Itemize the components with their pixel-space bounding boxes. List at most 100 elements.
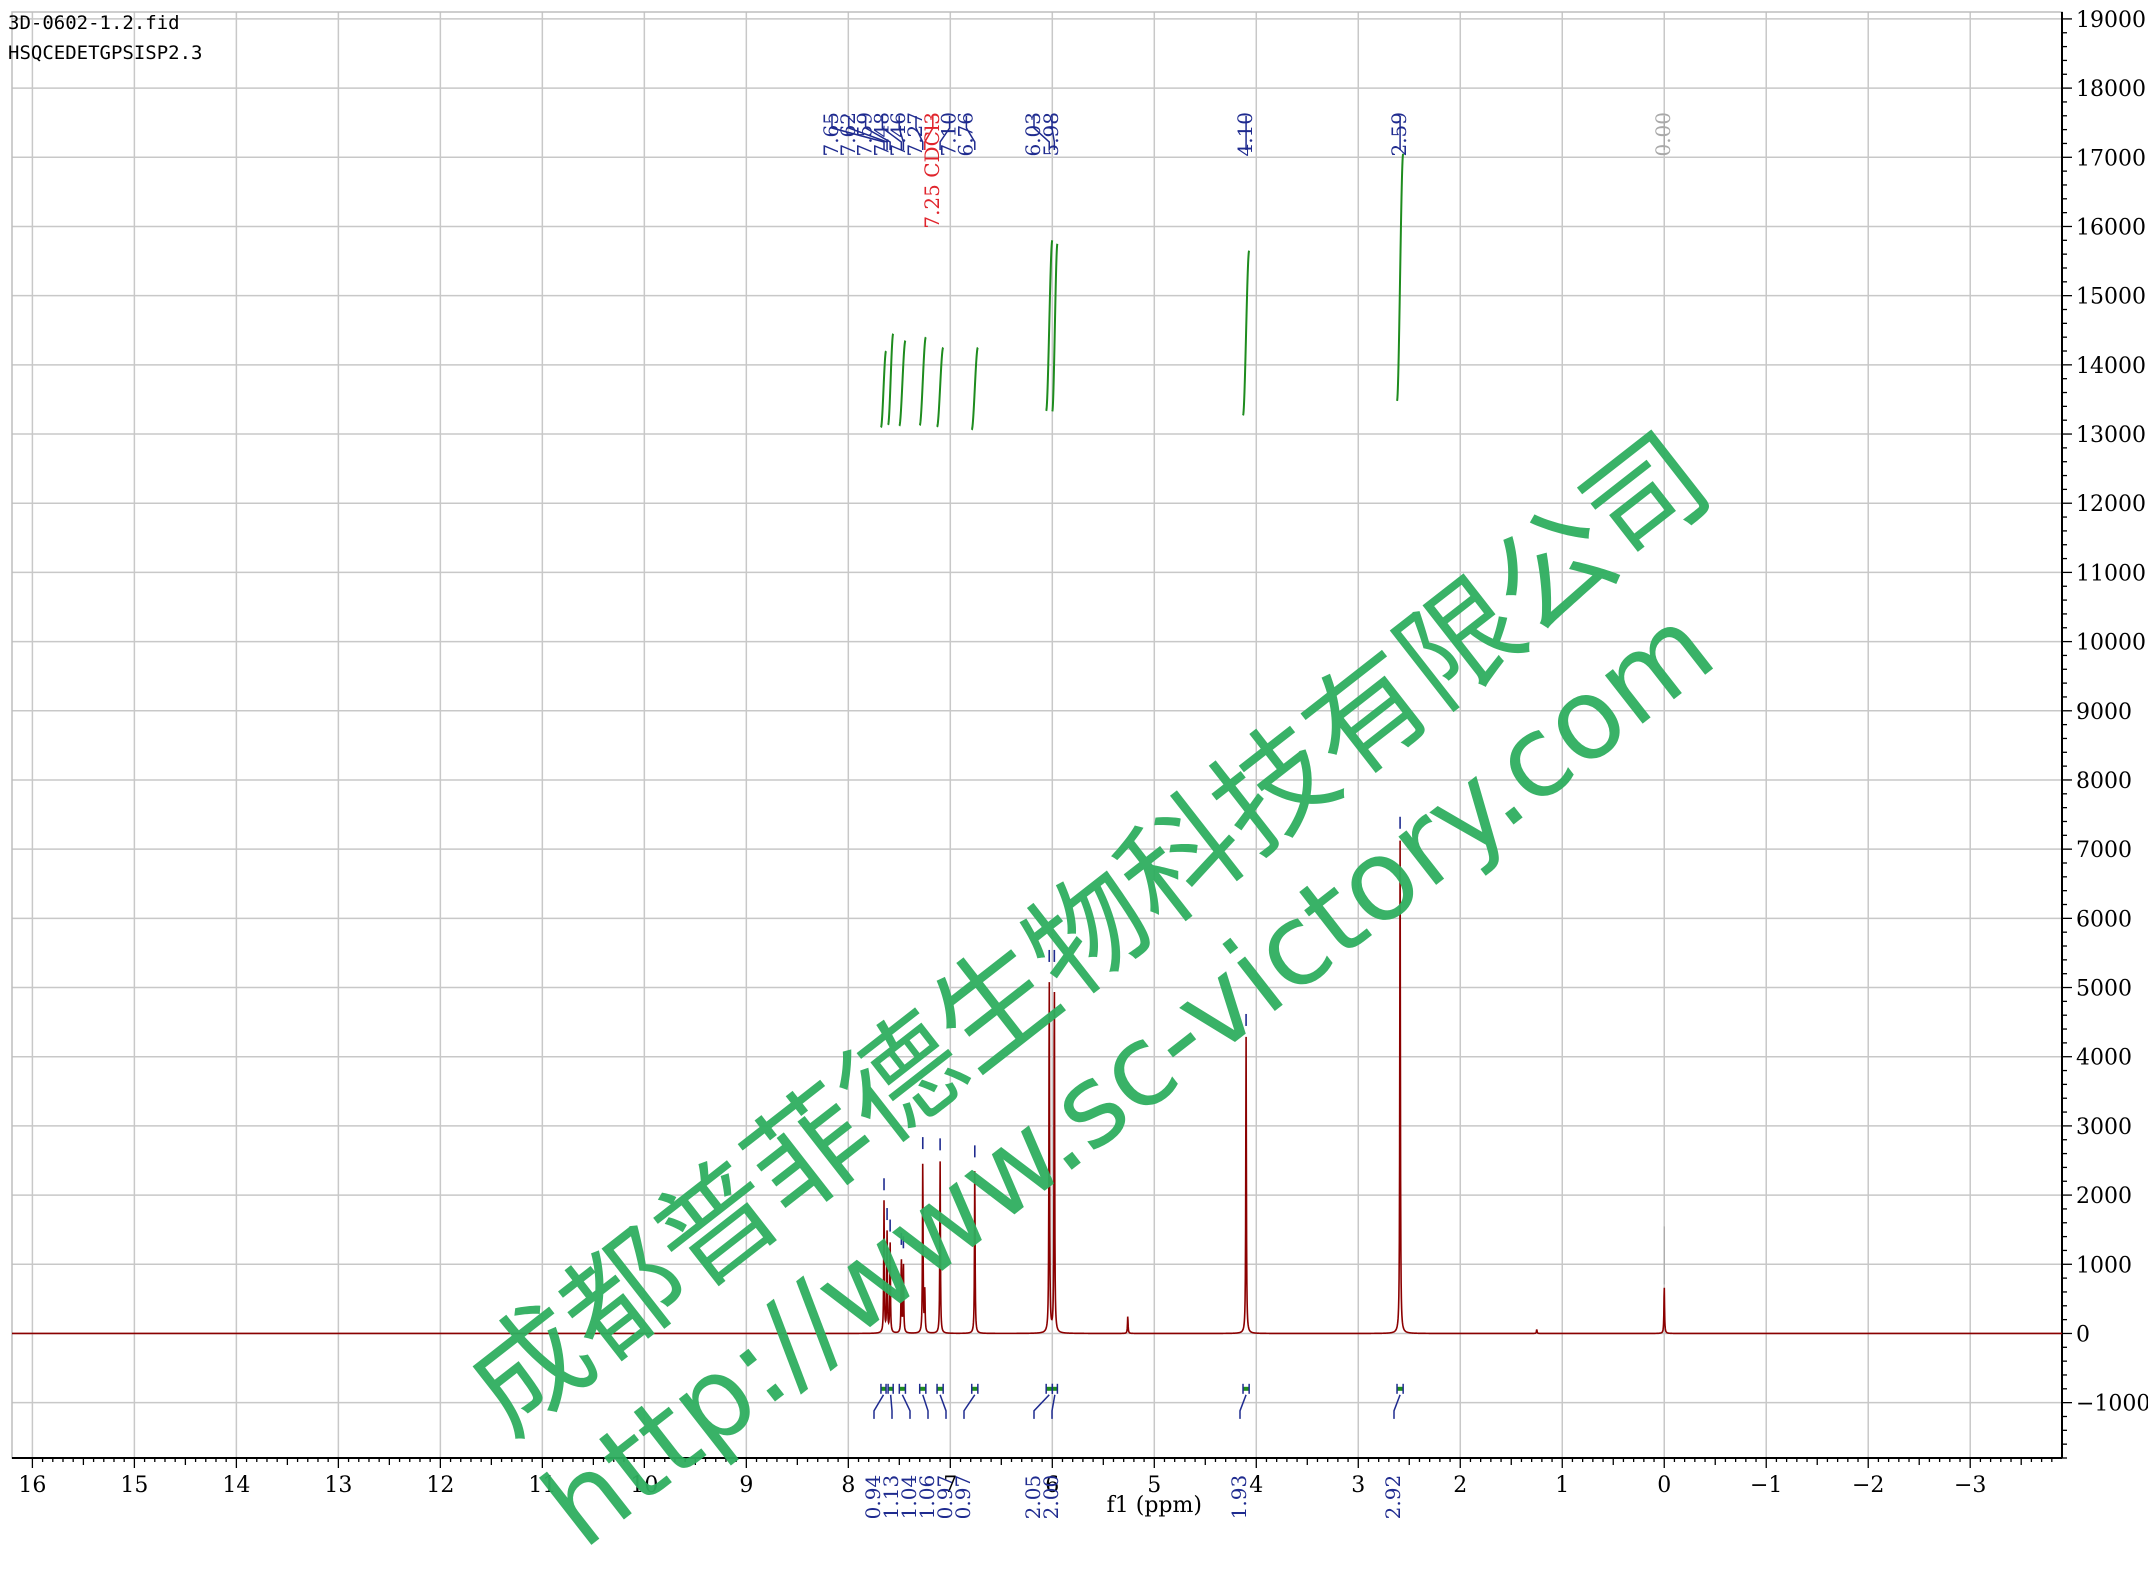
y-tick-label: 7000 bbox=[2076, 838, 2132, 863]
integral-connector bbox=[1033, 1394, 1050, 1419]
peak-label-connector bbox=[915, 116, 924, 150]
peak-label: 7.48 bbox=[869, 112, 893, 157]
peak-label-connector bbox=[864, 116, 891, 150]
x-tick-label: 10 bbox=[630, 1473, 658, 1498]
peak-label: 7.65 bbox=[819, 112, 843, 157]
x-axis: 16 15 14 13 12 11 10 9 8 7 6 5 4 3 2 1 0 −1 −2 −3f1 (ppm) bbox=[12, 1457, 2062, 1518]
integral-curve bbox=[970, 346, 979, 431]
integral-value: 2.00 bbox=[1039, 1475, 1063, 1520]
x-tick-label: −1 bbox=[1750, 1473, 1782, 1498]
peak-label-connector bbox=[831, 116, 885, 150]
nmr-spectrum-chart: 16 15 14 13 12 11 10 9 8 7 6 5 4 3 2 1 0 −1 −2 −3f1 (ppm)−1… bbox=[0, 0, 2148, 1521]
x-tick-label: 13 bbox=[324, 1473, 352, 1498]
x-tick-label: 16 bbox=[18, 1473, 46, 1498]
integral-curve bbox=[898, 340, 907, 427]
y-tick-label: 18000 bbox=[2076, 77, 2146, 102]
y-tick-label: 5000 bbox=[2076, 977, 2132, 1002]
y-tick-label: 3000 bbox=[2076, 1115, 2132, 1140]
y-tick-label: 2000 bbox=[2076, 1184, 2132, 1209]
x-tick-label: 15 bbox=[120, 1473, 148, 1498]
x-axis-label: f1 (ppm) bbox=[1107, 1493, 1202, 1518]
peak-label-connector bbox=[965, 116, 976, 150]
integral-value: 2.05 bbox=[1021, 1475, 1045, 1520]
y-tick-label: 12000 bbox=[2076, 492, 2146, 517]
x-tick-label: 1 bbox=[1555, 1473, 1569, 1498]
y-tick-label: −1000 bbox=[2076, 1392, 2148, 1417]
integral-value: 1.06 bbox=[915, 1475, 939, 1520]
x-tick-label: 3 bbox=[1351, 1473, 1365, 1498]
y-tick-label: 6000 bbox=[2076, 907, 2132, 932]
pulse-program-label: HSQCEDETGPSISP2.3 bbox=[8, 42, 203, 64]
integral-connector bbox=[873, 1394, 885, 1419]
integral-values: 0.941.131.041.060.970.97 2.052.00 1.93 2.92 bbox=[861, 1383, 1405, 1520]
integral-curve bbox=[936, 346, 944, 428]
integral-value: 0.94 bbox=[861, 1475, 885, 1520]
integral-curve bbox=[880, 350, 887, 429]
y-tick-label: 15000 bbox=[2076, 285, 2146, 310]
spectrum-line bbox=[12, 840, 2062, 1335]
peak-label-connector bbox=[939, 116, 951, 150]
y-tick-label: 19000 bbox=[2076, 8, 2146, 33]
peak-label-connector bbox=[1051, 116, 1056, 150]
y-tick-label: 14000 bbox=[2076, 354, 2146, 379]
x-tick-label: 11 bbox=[528, 1473, 556, 1498]
x-tick-label: 7 bbox=[943, 1473, 957, 1498]
y-tick-label: 11000 bbox=[2076, 561, 2146, 586]
integral-connector bbox=[889, 1394, 893, 1419]
x-tick-label: 8 bbox=[841, 1473, 855, 1498]
integral-connector bbox=[901, 1394, 911, 1419]
integral-connector bbox=[1239, 1394, 1247, 1419]
peak-markers bbox=[883, 816, 1665, 1285]
integral-connector bbox=[1051, 1394, 1056, 1419]
peak-label-connector bbox=[881, 116, 903, 150]
integral-value: 1.93 bbox=[1227, 1475, 1251, 1520]
y-tick-label: 16000 bbox=[2076, 215, 2146, 240]
integral-value: 0.97 bbox=[951, 1475, 975, 1520]
x-tick-label: 4 bbox=[1249, 1473, 1263, 1498]
peak-label: 7.46 bbox=[886, 112, 910, 157]
peak-label-connector bbox=[1033, 116, 1050, 150]
peak-labels: 7.657.627.597.487.467.277.25 CDCl37.106.… bbox=[819, 112, 1675, 229]
y-tick-label: 1000 bbox=[2076, 1253, 2132, 1278]
integral-curve bbox=[1242, 250, 1251, 416]
peak-label-connector bbox=[924, 116, 934, 150]
x-tick-label: 2 bbox=[1453, 1473, 1467, 1498]
x-tick-label: 14 bbox=[222, 1473, 250, 1498]
integral-value: 1.13 bbox=[879, 1475, 903, 1520]
x-tick-label: 6 bbox=[1045, 1473, 1059, 1498]
integral-value: 1.04 bbox=[897, 1475, 921, 1520]
chart-background bbox=[0, 0, 2148, 1521]
x-tick-label: 0 bbox=[1657, 1473, 1671, 1498]
peak-label-connector bbox=[848, 116, 888, 150]
integral-curve bbox=[887, 333, 895, 426]
x-tick-label: 12 bbox=[426, 1473, 454, 1498]
integral-curves bbox=[880, 153, 1405, 431]
y-tick-label: 13000 bbox=[2076, 423, 2146, 448]
integral-connector bbox=[939, 1394, 947, 1419]
peak-label: 2.59 bbox=[1387, 112, 1411, 157]
x-tick-label: 9 bbox=[739, 1473, 753, 1498]
integral-value: 2.92 bbox=[1381, 1475, 1405, 1520]
grid-lines bbox=[12, 12, 2062, 1458]
peak-label-connector bbox=[898, 116, 905, 150]
y-tick-label: 8000 bbox=[2076, 769, 2132, 794]
y-tick-label: 4000 bbox=[2076, 1046, 2132, 1071]
peak-label: 5.98 bbox=[1039, 112, 1063, 157]
integral-connector bbox=[1393, 1394, 1401, 1419]
y-tick-label: 17000 bbox=[2076, 146, 2146, 171]
integral-connector bbox=[963, 1394, 976, 1419]
y-axis: −1000 0 1000 2000 3000 4000 5000 6000 7000 8000 90… bbox=[2061, 8, 2148, 1459]
y-tick-label: 0 bbox=[2076, 1322, 2090, 1347]
x-tick-label: 5 bbox=[1147, 1473, 1161, 1498]
peak-label: 4.10 bbox=[1233, 112, 1257, 157]
integral-curve bbox=[1045, 239, 1054, 412]
peak-label: 7.25 CDCl3 bbox=[920, 112, 944, 229]
peak-label: 7.59 bbox=[853, 112, 877, 157]
x-tick-label: −2 bbox=[1852, 1473, 1884, 1498]
file-name-label: 3D-0602-1.2.fid bbox=[8, 12, 180, 34]
peak-label: 0.00 bbox=[1651, 112, 1675, 157]
integral-value: 0.97 bbox=[933, 1475, 957, 1520]
integral-curve bbox=[1396, 153, 1405, 402]
peak-label: 7.62 bbox=[836, 112, 860, 157]
integral-curve bbox=[918, 336, 927, 426]
